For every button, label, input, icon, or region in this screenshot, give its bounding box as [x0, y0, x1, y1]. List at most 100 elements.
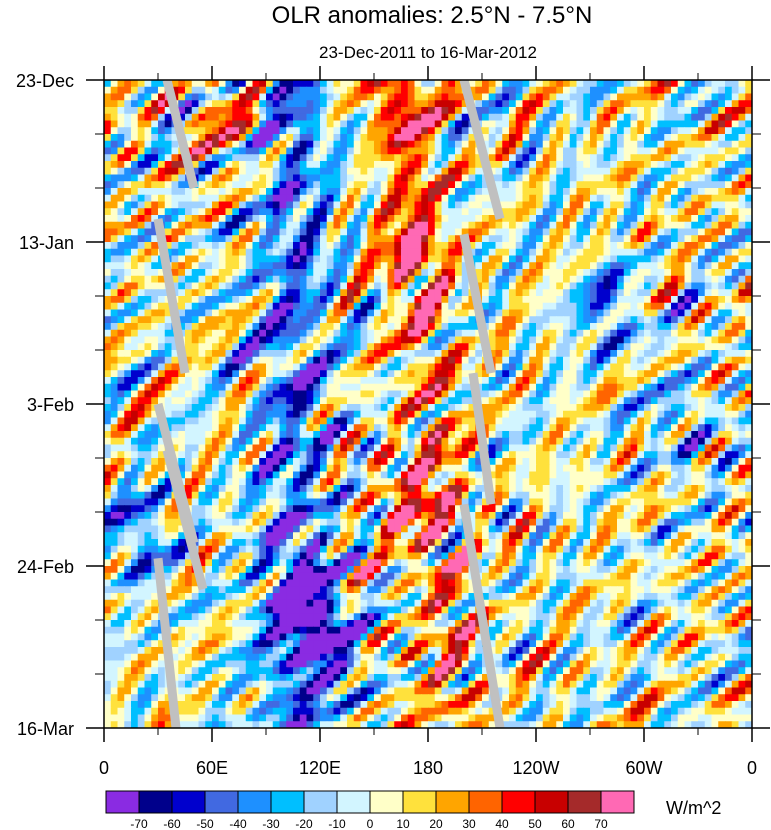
- field-cell: [644, 208, 652, 216]
- field-cell: [428, 107, 436, 115]
- field-cell: [428, 194, 436, 203]
- field-cell: [644, 282, 652, 290]
- field-cell: [124, 424, 132, 432]
- field-cell: [279, 329, 287, 338]
- field-cell: [630, 221, 638, 230]
- field-cell: [576, 343, 584, 351]
- field-cell: [596, 154, 605, 162]
- field-cell: [590, 302, 598, 311]
- field-cell: [421, 329, 429, 338]
- field-cell: [218, 134, 227, 142]
- field-cell: [245, 174, 254, 182]
- field-cell: [104, 390, 112, 398]
- field-cell: [218, 120, 227, 128]
- field-cell: [306, 336, 314, 344]
- field-cell: [353, 329, 362, 338]
- field-cell: [549, 410, 557, 419]
- field-cell: [455, 363, 463, 371]
- field-cell: [448, 248, 456, 257]
- field-cell: [650, 417, 659, 425]
- field-cell: [583, 127, 591, 135]
- field-cell: [522, 282, 530, 290]
- field-cell: [144, 289, 152, 297]
- field-cell: [333, 262, 341, 270]
- field-cell: [603, 127, 611, 135]
- field-cell: [272, 356, 281, 365]
- field-cell: [590, 343, 598, 351]
- field-cell: [110, 255, 119, 263]
- field-cell: [704, 336, 713, 344]
- field-cell: [515, 201, 524, 209]
- field-cell: [286, 323, 294, 331]
- field-cell: [272, 410, 281, 419]
- field-cell: [225, 262, 233, 270]
- field-cell: [131, 289, 139, 297]
- field-cell: [185, 390, 193, 398]
- field-cell: [279, 323, 287, 331]
- field-cell: [245, 383, 254, 392]
- field-cell: [488, 343, 497, 351]
- field-cell: [522, 248, 530, 257]
- field-cell: [151, 377, 159, 385]
- field-cell: [212, 336, 220, 344]
- field-cell: [266, 248, 274, 257]
- field-cell: [556, 296, 564, 304]
- field-cell: [367, 188, 375, 196]
- field-cell: [596, 147, 605, 155]
- field-cell: [347, 269, 355, 277]
- field-cell: [441, 329, 449, 338]
- field-cell: [738, 147, 746, 155]
- field-cell: [610, 316, 618, 324]
- field-cell: [637, 275, 645, 284]
- field-cell: [124, 275, 132, 284]
- field-cell: [259, 100, 267, 108]
- field-cell: [434, 86, 443, 95]
- field-cell: [353, 377, 362, 385]
- field-cell: [144, 424, 152, 432]
- field-cell: [441, 269, 449, 277]
- field-cell: [691, 100, 699, 108]
- field-cell: [711, 329, 719, 338]
- field-cell: [185, 302, 193, 311]
- field-cell: [556, 215, 564, 223]
- field-cell: [563, 262, 571, 270]
- field-cell: [495, 404, 503, 412]
- field-cell: [333, 350, 341, 358]
- field-cell: [340, 336, 348, 344]
- field-cell: [313, 154, 321, 162]
- field-cell: [266, 201, 274, 209]
- field-cell: [293, 370, 301, 378]
- field-cell: [212, 269, 220, 277]
- field-cell: [542, 417, 551, 425]
- field-cell: [347, 228, 355, 236]
- field-cell: [718, 262, 726, 270]
- field-cell: [583, 100, 591, 108]
- field-cell: [205, 343, 213, 351]
- field-cell: [617, 127, 625, 135]
- field-cell: [313, 188, 321, 196]
- field-cell: [245, 80, 254, 88]
- field-cell: [576, 255, 584, 263]
- field-cell: [407, 282, 416, 290]
- field-cell: [164, 167, 173, 176]
- field-cell: [104, 127, 112, 135]
- field-cell: [225, 404, 233, 412]
- field-cell: [367, 127, 375, 135]
- field-cell: [360, 417, 368, 425]
- field-cell: [272, 275, 281, 284]
- field-cell: [502, 302, 510, 311]
- field-cell: [684, 140, 692, 149]
- field-cell: [333, 228, 341, 236]
- field-cell: [104, 201, 112, 209]
- field-cell: [583, 363, 591, 371]
- field-cell: [293, 269, 301, 277]
- field-cell: [144, 255, 152, 263]
- field-cell: [137, 127, 146, 135]
- field-cell: [185, 417, 193, 425]
- field-cell: [178, 100, 186, 108]
- field-cell: [360, 343, 368, 351]
- field-cell: [347, 242, 355, 250]
- field-cell: [394, 336, 402, 344]
- field-cell: [495, 181, 503, 189]
- field-cell: [239, 235, 247, 243]
